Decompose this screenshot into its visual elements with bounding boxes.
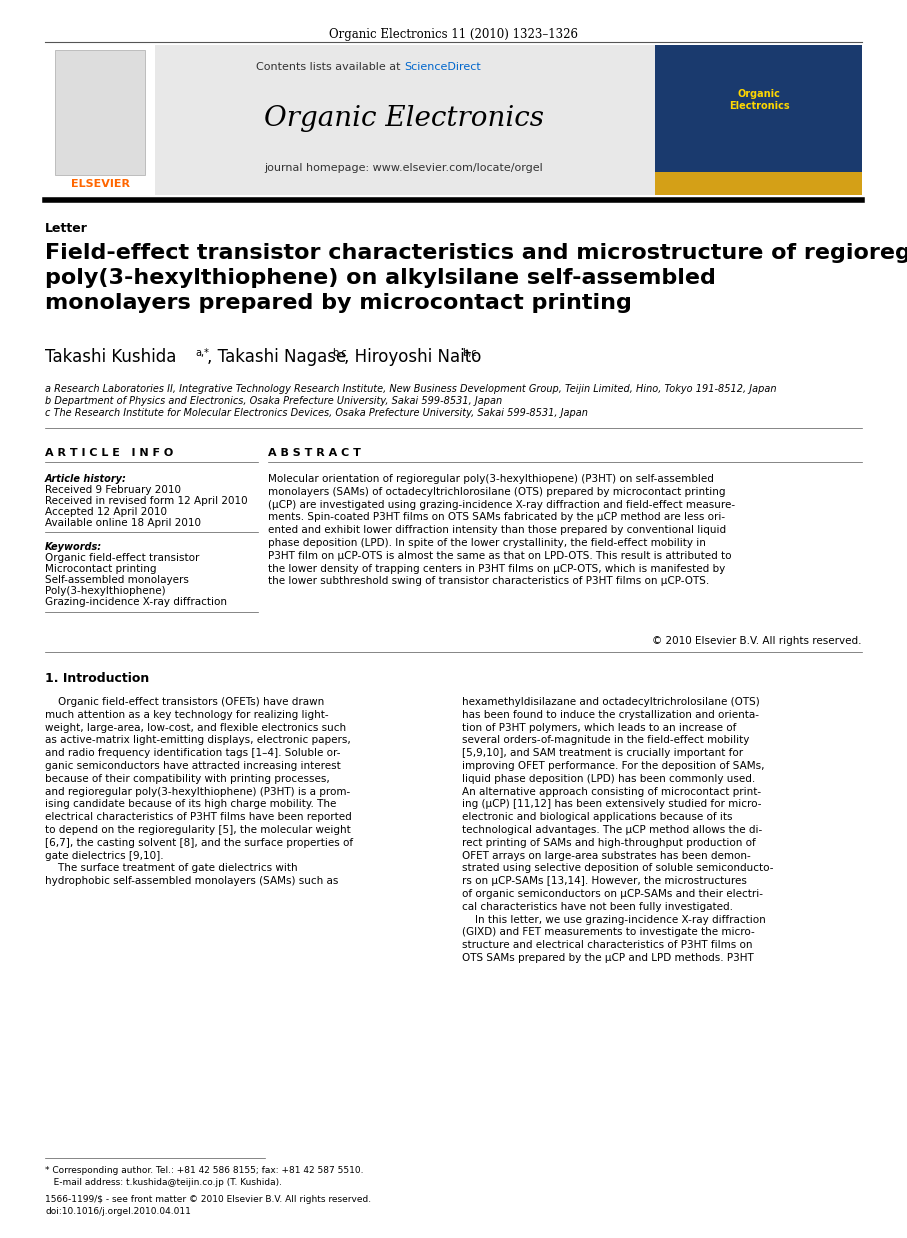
Text: a Research Laboratories II, Integrative Technology Research Institute, New Busin: a Research Laboratories II, Integrative … xyxy=(45,384,776,394)
Text: b,c: b,c xyxy=(332,348,346,358)
Text: Organic Electronics 11 (2010) 1323–1326: Organic Electronics 11 (2010) 1323–1326 xyxy=(329,28,578,41)
Text: 1. Introduction: 1. Introduction xyxy=(45,672,150,685)
Text: journal homepage: www.elsevier.com/locate/orgel: journal homepage: www.elsevier.com/locat… xyxy=(265,163,543,173)
Text: ELSEVIER: ELSEVIER xyxy=(71,180,130,189)
Text: , Hiroyoshi Naito: , Hiroyoshi Naito xyxy=(344,348,482,366)
Text: Accepted 12 April 2010: Accepted 12 April 2010 xyxy=(45,508,167,517)
Text: , Takashi Nagase: , Takashi Nagase xyxy=(207,348,346,366)
Bar xyxy=(655,45,862,196)
Text: a,*: a,* xyxy=(195,348,209,358)
Text: ScienceDirect: ScienceDirect xyxy=(404,62,481,72)
Text: Self-assembled monolayers: Self-assembled monolayers xyxy=(45,576,189,586)
Text: Microcontact printing: Microcontact printing xyxy=(45,565,157,574)
Text: Takashi Kushida: Takashi Kushida xyxy=(45,348,176,366)
Text: A B S T R A C T: A B S T R A C T xyxy=(268,448,361,458)
Text: Organic field-effect transistors (OFETs) have drawn
much attention as a key tech: Organic field-effect transistors (OFETs)… xyxy=(45,697,353,886)
Text: © 2010 Elsevier B.V. All rights reserved.: © 2010 Elsevier B.V. All rights reserved… xyxy=(652,636,862,646)
Text: Organic Electronics: Organic Electronics xyxy=(264,104,544,131)
Text: 1566-1199/$ - see front matter © 2010 Elsevier B.V. All rights reserved.: 1566-1199/$ - see front matter © 2010 El… xyxy=(45,1195,371,1205)
Bar xyxy=(45,45,155,196)
Bar xyxy=(655,172,862,196)
Text: E-mail address: t.kushida@teijin.co.jp (T. Kushida).: E-mail address: t.kushida@teijin.co.jp (… xyxy=(45,1179,282,1187)
Bar xyxy=(55,50,145,175)
Text: c The Research Institute for Molecular Electronics Devices, Osaka Prefecture Uni: c The Research Institute for Molecular E… xyxy=(45,409,588,418)
Text: b Department of Physics and Electronics, Osaka Prefecture University, Sakai 599-: b Department of Physics and Electronics,… xyxy=(45,396,502,406)
Text: Poly(3-hexylthiophene): Poly(3-hexylthiophene) xyxy=(45,587,166,597)
Text: b,c: b,c xyxy=(462,348,477,358)
Text: Available online 18 April 2010: Available online 18 April 2010 xyxy=(45,517,201,527)
Text: Keywords:: Keywords: xyxy=(45,542,102,552)
Text: Organic
Electronics: Organic Electronics xyxy=(728,89,789,111)
Text: * Corresponding author. Tel.: +81 42 586 8155; fax: +81 42 587 5510.: * Corresponding author. Tel.: +81 42 586… xyxy=(45,1166,364,1175)
Text: Organic field-effect transistor: Organic field-effect transistor xyxy=(45,553,200,563)
Text: Contents lists available at: Contents lists available at xyxy=(256,62,404,72)
Text: Field-effect transistor characteristics and microstructure of regioregular
poly(: Field-effect transistor characteristics … xyxy=(45,243,907,313)
Text: Grazing-incidence X-ray diffraction: Grazing-incidence X-ray diffraction xyxy=(45,597,227,608)
Text: A R T I C L E   I N F O: A R T I C L E I N F O xyxy=(45,448,173,458)
Text: hexamethyldisilazane and octadecyltrichrolosilane (OTS)
has been found to induce: hexamethyldisilazane and octadecyltrichr… xyxy=(462,697,774,963)
Text: doi:10.1016/j.orgel.2010.04.011: doi:10.1016/j.orgel.2010.04.011 xyxy=(45,1207,190,1216)
Text: Article history:: Article history: xyxy=(45,474,127,484)
Text: Molecular orientation of regioregular poly(3-hexylthiopene) (P3HT) on self-assem: Molecular orientation of regioregular po… xyxy=(268,474,736,587)
Text: Received in revised form 12 April 2010: Received in revised form 12 April 2010 xyxy=(45,496,248,506)
Bar xyxy=(155,45,655,196)
Text: Received 9 February 2010: Received 9 February 2010 xyxy=(45,485,181,495)
Text: Letter: Letter xyxy=(45,222,88,235)
